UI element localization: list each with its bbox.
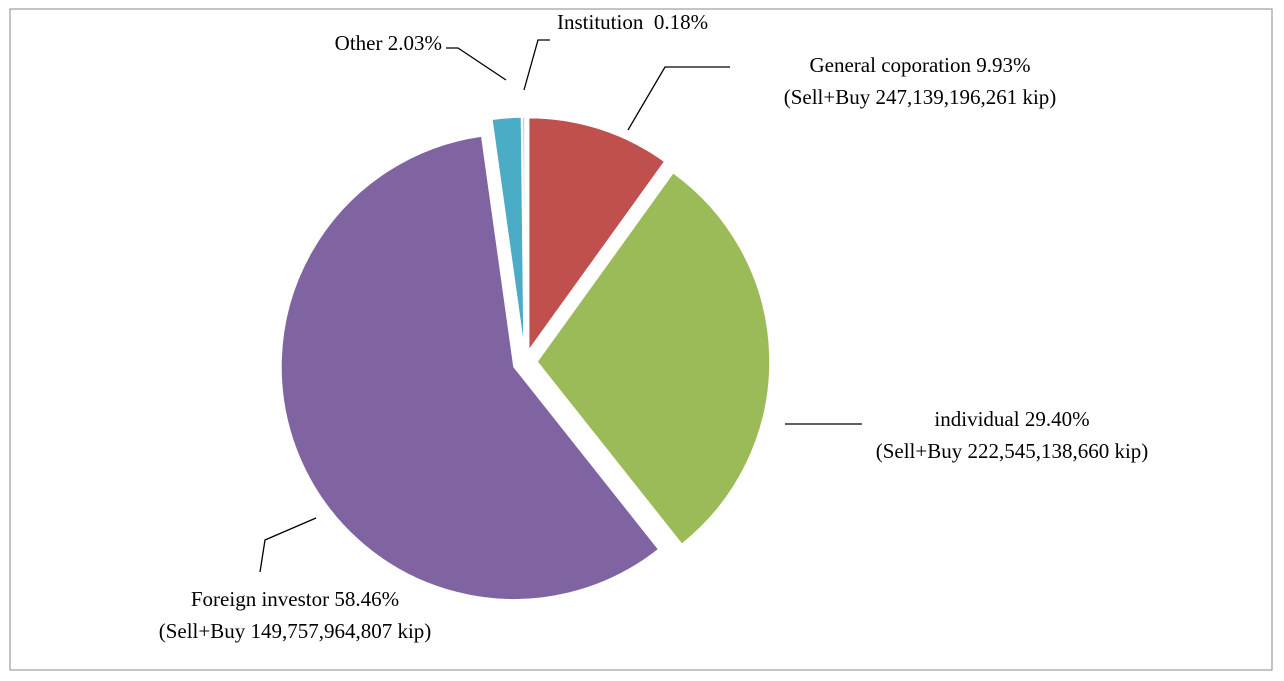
leader-line	[627, 66, 730, 131]
value-label: 58.46%	[334, 587, 399, 611]
slice-detail: (Sell+Buy 149,757,964,807 kip)	[159, 619, 432, 643]
pie-slice	[280, 135, 660, 601]
slice-label: Institution 0.18%	[557, 10, 708, 34]
slice-label: Foreign investor 58.46%	[191, 587, 399, 611]
pie-slice	[527, 116, 666, 353]
slice-label: individual 29.40%	[934, 407, 1089, 431]
slice-label: Other 2.03%	[335, 31, 442, 55]
value-label: 9.93%	[976, 53, 1030, 77]
value-label: 0.18%	[654, 10, 708, 34]
category-label: individual	[934, 407, 1019, 431]
leader-line	[259, 517, 317, 573]
leader-line	[446, 47, 507, 81]
leader-line	[523, 39, 550, 91]
category-label: Other	[335, 31, 383, 55]
pie-slice	[491, 116, 525, 351]
value-label: 2.03%	[388, 31, 442, 55]
pie-slice	[536, 171, 771, 546]
pie-slice	[521, 116, 526, 351]
slice-detail: (Sell+Buy 222,545,138,660 kip)	[876, 439, 1149, 463]
slice-label: General coporation 9.93%	[809, 53, 1030, 77]
category-label: General coporation	[809, 53, 971, 77]
value-label: 29.40%	[1025, 407, 1090, 431]
category-label: Foreign investor	[191, 587, 329, 611]
slice-detail: (Sell+Buy 247,139,196,261 kip)	[784, 85, 1057, 109]
category-label: Institution	[557, 10, 644, 34]
